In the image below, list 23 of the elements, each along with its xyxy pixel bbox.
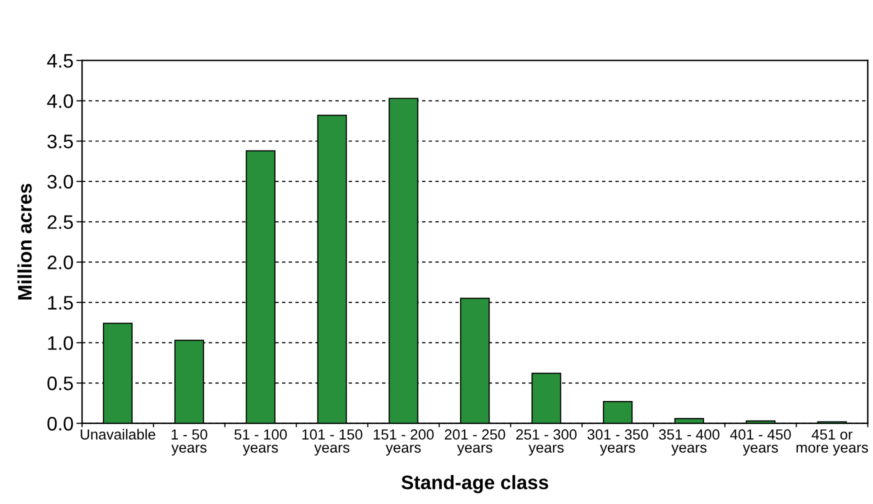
y-tick-label: 1.5 [48,296,73,310]
x-tick-label: 201 - 250 years [444,429,506,456]
x-tick-label: Unavailable [80,428,156,440]
x-tick-label: 301 - 350 years [588,429,648,456]
x-tick-label: 251 - 300 years [516,429,577,456]
x-tick-label: 51 - 100 years [234,429,287,456]
y-tick-label: 2.0 [48,256,73,270]
y-tick-label: 4.0 [47,94,73,108]
x-tick-label: 1 - 50 years [171,429,208,456]
x-tick-label: 451 or more years [796,429,868,456]
y-tick-label: 4.5 [47,54,73,68]
y-tick-label: 2.5 [48,215,73,229]
x-tick-label: 151 - 200 years [374,429,434,456]
y-tick-label: 0.5 [47,376,73,390]
y-tick-label: 3.0 [47,174,73,189]
y-tick-label: 0.0 [47,416,73,431]
x-tick-label: 351 - 400 years [658,429,720,456]
y-axis-title: Million acres [17,184,32,300]
x-tick-label: 101 - 150 years [302,429,362,456]
y-tick-label: 1.0 [48,336,73,350]
x-axis-title: Stand-age class [401,475,548,494]
y-tick-label: 3.5 [47,134,73,148]
x-tick-label: 401 - 450 years [730,429,791,456]
